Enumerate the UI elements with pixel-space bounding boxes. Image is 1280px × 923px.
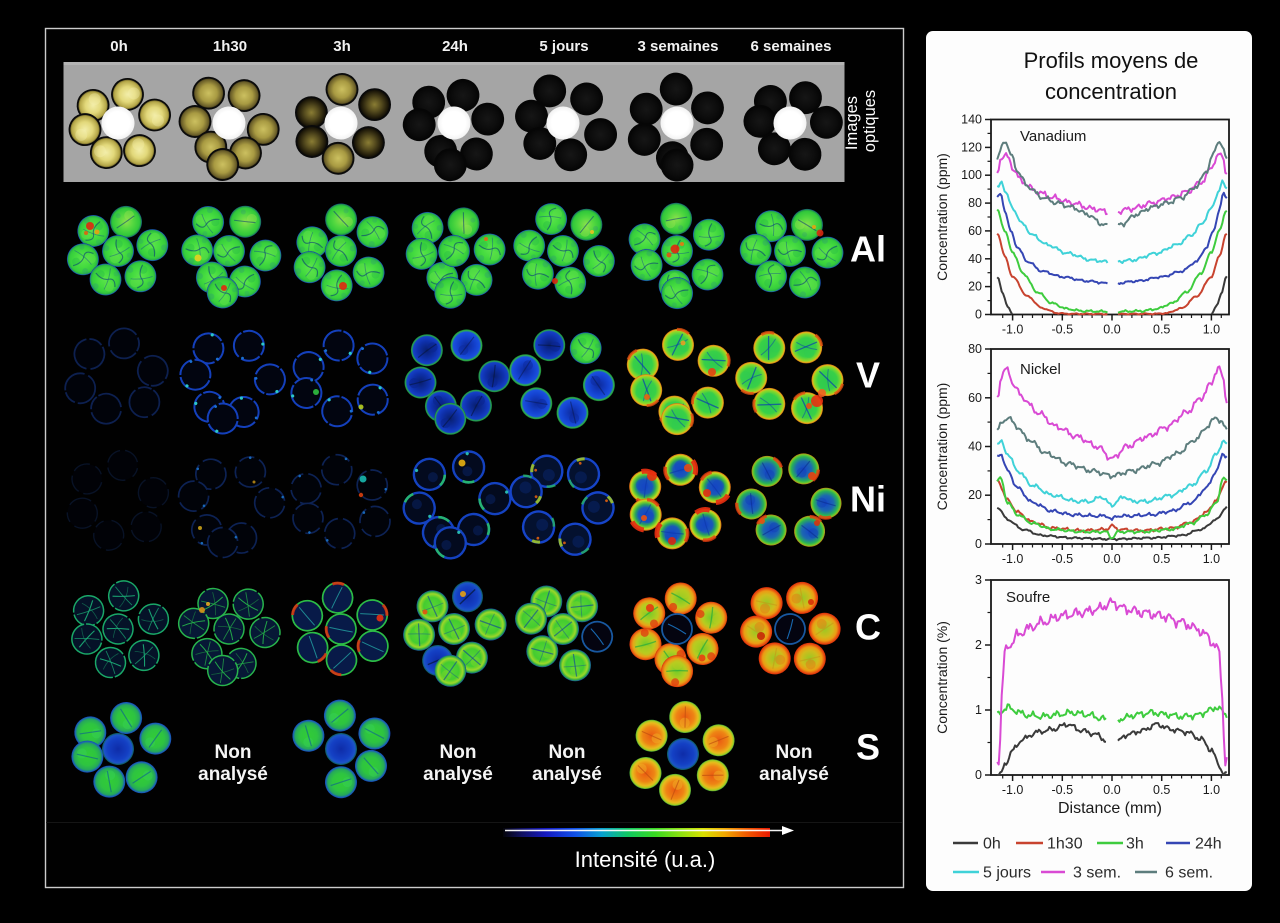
- svg-text:6 sem.: 6 sem.: [1165, 865, 1213, 882]
- svg-text:3h: 3h: [1126, 836, 1144, 853]
- svg-text:Concentration (%): Concentration (%): [934, 621, 950, 734]
- svg-text:0.0: 0.0: [1103, 783, 1120, 797]
- svg-text:C: C: [855, 607, 881, 648]
- svg-text:Images: Images: [843, 96, 861, 150]
- svg-text:0h: 0h: [983, 836, 1001, 853]
- svg-text:0.5: 0.5: [1153, 552, 1170, 566]
- svg-text:20: 20: [968, 280, 982, 294]
- svg-text:0.0: 0.0: [1103, 552, 1120, 566]
- svg-text:Non: Non: [776, 742, 813, 763]
- svg-text:Concentration (ppm): Concentration (ppm): [934, 153, 950, 281]
- svg-text:Vanadium: Vanadium: [1020, 128, 1086, 145]
- svg-text:0.5: 0.5: [1153, 323, 1170, 337]
- svg-text:3 sem.: 3 sem.: [1073, 865, 1121, 882]
- svg-text:analysé: analysé: [759, 764, 829, 785]
- svg-text:6 semaines: 6 semaines: [751, 38, 832, 55]
- svg-text:0.0: 0.0: [1103, 323, 1120, 337]
- svg-text:1.0: 1.0: [1203, 552, 1220, 566]
- svg-text:3: 3: [975, 573, 982, 587]
- svg-text:analysé: analysé: [423, 764, 493, 785]
- svg-text:Profils moyens de: Profils moyens de: [1024, 48, 1199, 73]
- svg-text:0h: 0h: [110, 38, 128, 55]
- svg-text:-0.5: -0.5: [1052, 783, 1074, 797]
- svg-text:40: 40: [968, 440, 982, 454]
- svg-text:-0.5: -0.5: [1052, 552, 1074, 566]
- svg-text:Intensité (u.a.): Intensité (u.a.): [575, 847, 716, 872]
- svg-text:0: 0: [975, 537, 982, 551]
- svg-text:-1.0: -1.0: [1002, 323, 1024, 337]
- svg-text:3h: 3h: [333, 38, 351, 55]
- svg-text:140: 140: [961, 113, 982, 127]
- svg-text:0: 0: [975, 308, 982, 322]
- svg-text:concentration: concentration: [1045, 79, 1177, 104]
- svg-text:-1.0: -1.0: [1002, 552, 1024, 566]
- svg-text:20: 20: [968, 488, 982, 502]
- svg-text:2: 2: [975, 638, 982, 652]
- svg-text:-1.0: -1.0: [1002, 783, 1024, 797]
- svg-text:3 semaines: 3 semaines: [638, 38, 719, 55]
- svg-text:0: 0: [975, 768, 982, 782]
- svg-text:Non: Non: [215, 742, 252, 763]
- svg-text:Al: Al: [850, 229, 886, 270]
- svg-text:1h30: 1h30: [213, 38, 247, 55]
- svg-text:5 jours: 5 jours: [539, 38, 588, 55]
- svg-text:1.0: 1.0: [1203, 323, 1220, 337]
- svg-text:5 jours: 5 jours: [983, 865, 1031, 882]
- svg-text:40: 40: [968, 252, 982, 266]
- svg-text:1.0: 1.0: [1203, 783, 1220, 797]
- svg-text:analysé: analysé: [532, 764, 602, 785]
- svg-text:80: 80: [968, 342, 982, 356]
- svg-text:0.5: 0.5: [1153, 783, 1170, 797]
- svg-text:-0.5: -0.5: [1052, 323, 1074, 337]
- svg-text:1: 1: [975, 703, 982, 717]
- svg-text:80: 80: [968, 196, 982, 210]
- svg-text:100: 100: [961, 168, 982, 182]
- svg-text:24h: 24h: [442, 38, 468, 55]
- svg-text:analysé: analysé: [198, 764, 268, 785]
- svg-text:1h30: 1h30: [1047, 836, 1083, 853]
- svg-text:24h: 24h: [1195, 836, 1222, 853]
- svg-text:S: S: [856, 727, 880, 768]
- svg-text:optiques: optiques: [861, 90, 879, 152]
- svg-text:Nickel: Nickel: [1020, 361, 1061, 378]
- svg-text:Ni: Ni: [850, 479, 886, 520]
- svg-text:60: 60: [968, 391, 982, 405]
- svg-text:Non: Non: [549, 742, 586, 763]
- svg-text:Soufre: Soufre: [1006, 589, 1050, 606]
- svg-text:Concentration (ppm): Concentration (ppm): [934, 383, 950, 511]
- svg-text:Distance (mm): Distance (mm): [1058, 800, 1162, 817]
- svg-text:Non: Non: [440, 742, 477, 763]
- svg-text:V: V: [856, 355, 880, 396]
- svg-text:60: 60: [968, 224, 982, 238]
- svg-text:120: 120: [961, 140, 982, 154]
